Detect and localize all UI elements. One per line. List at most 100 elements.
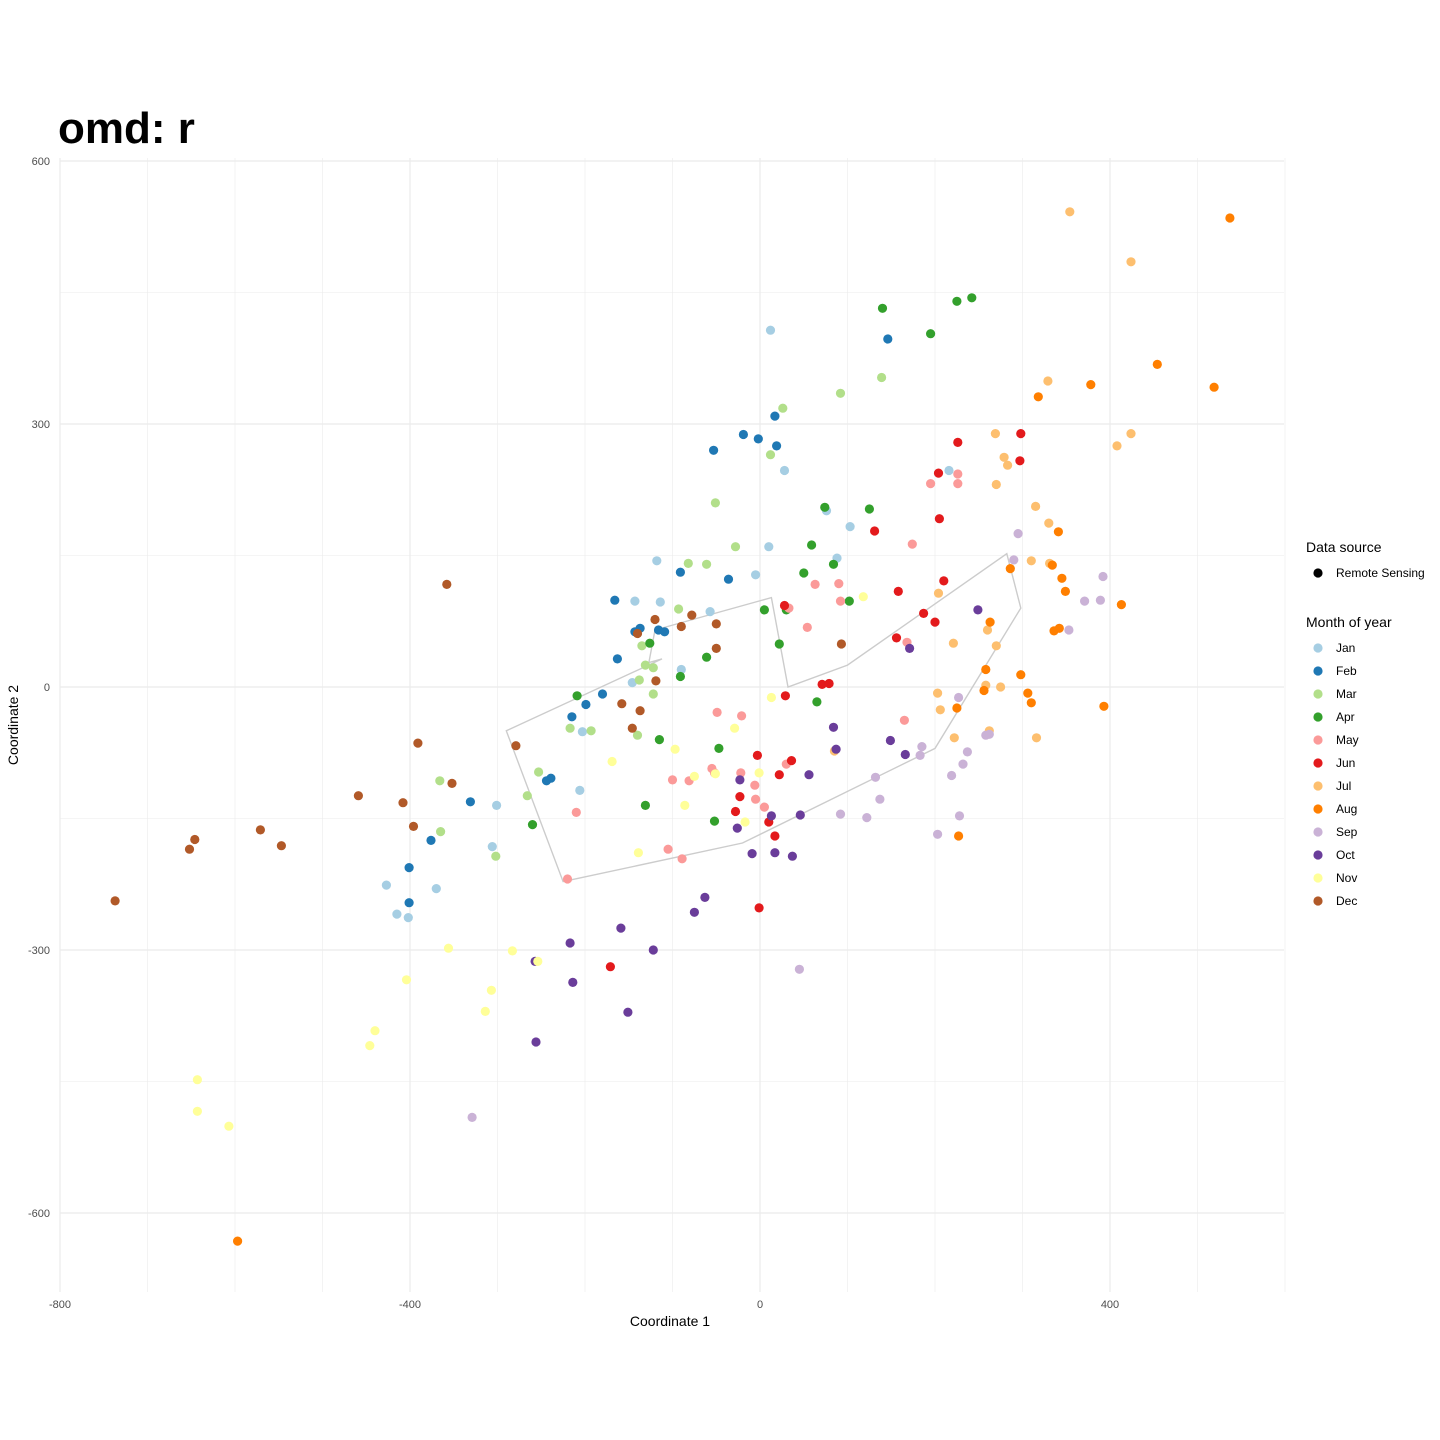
data-point-oct: [905, 643, 915, 654]
data-point-sep: [1064, 625, 1074, 635]
data-point-dec: [836, 639, 847, 649]
data-point-jan: [765, 325, 776, 335]
legend-source-title: Data source: [1306, 539, 1382, 555]
legend-key-aug: [1313, 804, 1323, 814]
data-point-mar: [632, 730, 643, 740]
legend-key-oct: [1313, 850, 1323, 860]
data-point-jun: [774, 770, 784, 780]
data-point-may: [926, 479, 936, 489]
data-point-oct: [828, 722, 839, 732]
data-point-apr: [926, 329, 936, 339]
data-point-may: [712, 707, 722, 718]
data-point-dec: [635, 706, 645, 716]
legend-key-dec: [1313, 896, 1323, 906]
legend-label-may: May: [1336, 733, 1359, 747]
data-point-jun: [605, 962, 616, 972]
y-axis-title: Coordinate 2: [5, 685, 21, 765]
data-point-jun: [735, 792, 745, 802]
data-point-nov: [443, 943, 454, 953]
data-point-jul: [949, 733, 959, 743]
data-point-aug: [981, 664, 991, 675]
data-point-feb: [612, 654, 623, 664]
data-point-sep: [467, 1112, 477, 1122]
data-point-jun: [870, 526, 880, 536]
legend-data-source: Data source Remote Sensing: [1306, 539, 1425, 580]
data-point-jan: [392, 909, 402, 919]
data-point-jan: [845, 522, 855, 532]
data-point-nov: [710, 769, 721, 779]
data-point-may: [751, 794, 761, 804]
data-point-oct: [973, 605, 983, 615]
data-point-aug: [1047, 560, 1057, 570]
data-point-sep: [917, 742, 927, 752]
data-point-apr: [967, 293, 977, 303]
legend-label-feb: Feb: [1336, 664, 1357, 678]
data-point-mar: [522, 791, 532, 801]
data-point-jun: [780, 691, 791, 701]
data-point-dec: [627, 723, 637, 733]
data-point-feb: [738, 429, 749, 440]
data-point-sep: [1009, 555, 1019, 565]
data-point-feb: [404, 863, 414, 873]
data-point-feb: [883, 334, 893, 344]
data-point-jan: [676, 664, 686, 675]
data-point-may: [953, 469, 963, 479]
data-point-feb: [723, 574, 734, 584]
data-point-jul: [999, 452, 1009, 462]
data-point-mar: [877, 372, 887, 383]
data-point-sep: [947, 770, 957, 781]
data-point-jan: [381, 880, 391, 890]
data-point-oct: [766, 811, 777, 821]
series-sep: [467, 529, 1108, 1122]
data-point-nov: [533, 956, 543, 967]
data-point-jul: [1112, 441, 1122, 451]
data-point-may: [667, 775, 678, 785]
legend-key-mar: [1313, 689, 1323, 699]
data-point-feb: [610, 595, 620, 605]
data-point-apr: [774, 639, 784, 649]
data-point-jun: [930, 617, 940, 627]
legend-key-jan: [1313, 643, 1323, 653]
data-point-jul: [1126, 257, 1136, 267]
data-point-dec: [110, 896, 120, 906]
legend-key-nov: [1313, 873, 1323, 883]
data-point-oct: [616, 923, 626, 933]
data-point-may: [737, 711, 747, 721]
data-point-dec: [511, 741, 521, 751]
data-point-mar: [491, 851, 501, 861]
data-point-jan: [431, 884, 441, 894]
data-point-feb: [772, 441, 782, 451]
data-point-jan: [577, 727, 588, 737]
data-point-jan: [705, 607, 715, 617]
data-point-sep: [984, 729, 994, 739]
data-point-dec: [442, 579, 452, 590]
data-point-sep: [1095, 595, 1105, 605]
data-point-may: [810, 579, 820, 590]
data-point-jul: [1031, 501, 1041, 511]
data-point-oct: [531, 1037, 541, 1047]
data-point-jun: [939, 576, 949, 586]
data-point-nov: [507, 946, 517, 956]
data-point-nov: [670, 744, 680, 754]
data-point-sep: [933, 829, 943, 839]
data-point-feb: [426, 835, 436, 846]
data-point-jan: [627, 678, 637, 688]
data-point-aug: [1049, 626, 1059, 636]
data-point-jun: [919, 608, 929, 619]
data-point-sep: [1013, 529, 1023, 539]
data-point-jul: [948, 638, 959, 648]
data-point-jul: [1031, 733, 1042, 743]
data-point-oct: [735, 775, 745, 785]
data-point-feb: [709, 445, 719, 455]
data-point-mar: [765, 450, 776, 460]
legend-month-title: Month of year: [1306, 614, 1392, 630]
data-point-nov: [730, 723, 740, 733]
data-point-aug: [1225, 213, 1235, 223]
data-point-aug: [1005, 564, 1015, 574]
data-point-apr: [812, 697, 822, 707]
data-point-mar: [436, 827, 446, 837]
legend-month-of-year: Month of year Jan Feb Mar Apr May Jun Jul Aug Se…: [1306, 614, 1392, 908]
data-point-dec: [276, 841, 286, 851]
data-point-dec: [687, 610, 697, 620]
data-point-dec: [632, 628, 643, 639]
